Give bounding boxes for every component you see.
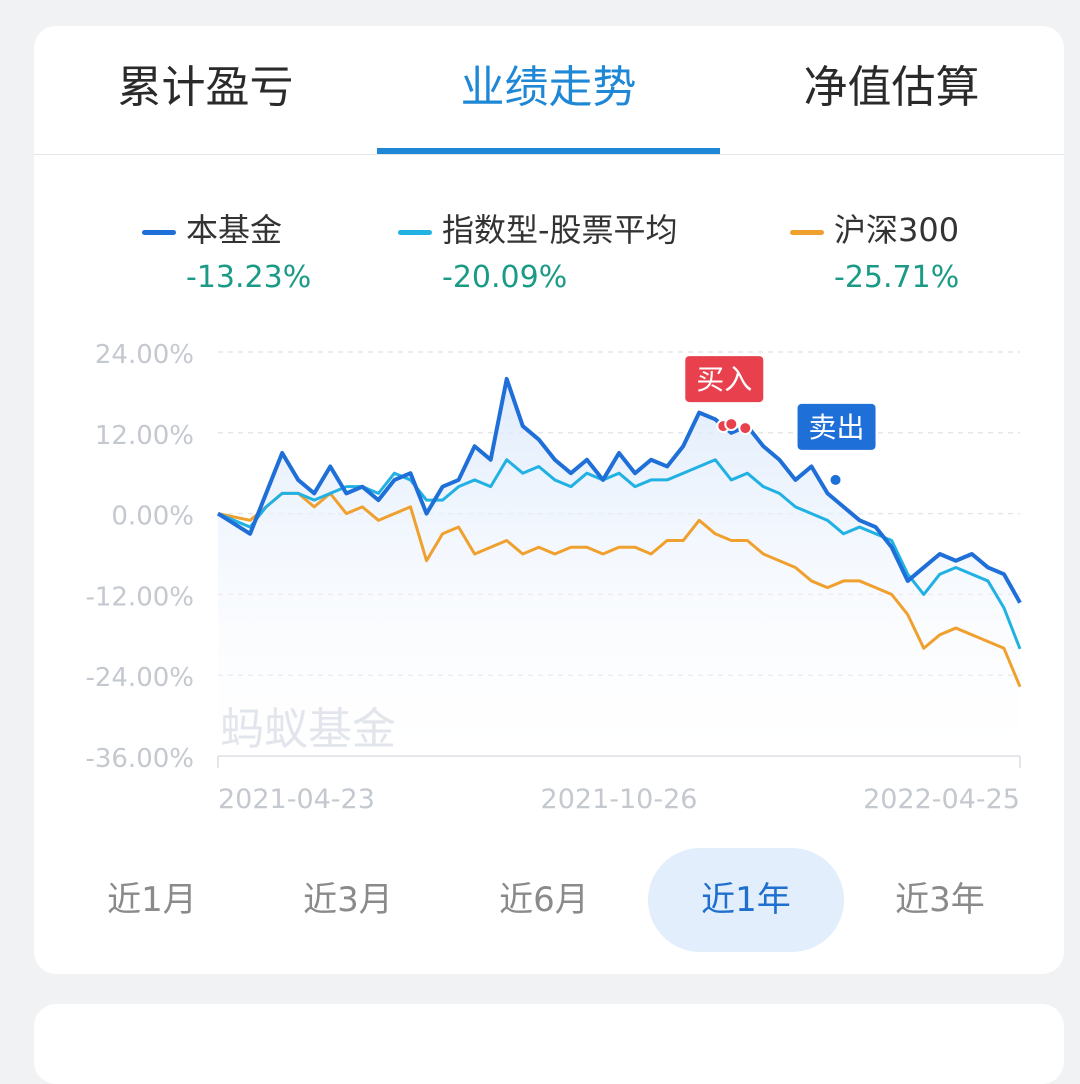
x-tick-label: 2021-10-26 — [541, 784, 698, 815]
legend-name: 指数型-股票平均 — [442, 211, 678, 249]
legend-line-icon — [398, 230, 432, 235]
x-tick-label: 2022-04-25 — [863, 784, 1020, 815]
range-3-months[interactable]: 近3月 — [303, 880, 393, 920]
legend-value: -20.09% — [442, 260, 568, 295]
buy-point — [724, 417, 739, 432]
next-card — [34, 1004, 1064, 1084]
legend-line-icon — [142, 230, 176, 235]
range-3-years[interactable]: 近3年 — [895, 880, 985, 920]
y-tick-label: 0.00% — [111, 502, 194, 532]
series-line-2 — [217, 491, 1022, 688]
range-1-year[interactable]: 近1年 — [648, 848, 844, 952]
y-tick-label: 24.00% — [95, 340, 194, 370]
tab-bar: 累计盈亏 业绩走势 净值估算 — [34, 26, 1064, 155]
sell-point — [828, 472, 843, 487]
fund-area-fill — [218, 378, 1020, 756]
range-1-month[interactable]: 近1月 — [107, 880, 197, 920]
active-tab-indicator — [377, 148, 720, 154]
buy-point — [738, 421, 753, 436]
buy-badge-label: 买入 — [696, 363, 752, 396]
tab-cumulative-pnl[interactable]: 累计盈亏 — [117, 62, 294, 113]
x-tick-label: 2021-04-23 — [218, 784, 375, 815]
y-tick-label: 12.00% — [95, 421, 194, 451]
sell-badge — [797, 403, 876, 450]
watermark-text: 蚂蚁基金 — [220, 704, 396, 755]
y-tick-label: -24.00% — [85, 663, 194, 693]
legend-name: 沪深300 — [834, 211, 960, 249]
legend-line-icon — [790, 230, 824, 235]
performance-card: 累计盈亏 业绩走势 净值估算 本基金 -13.23% 指数型-股票平均 -20.… — [34, 26, 1064, 974]
y-tick-label: -12.00% — [85, 582, 194, 612]
tab-nav-estimate[interactable]: 净值估算 — [803, 62, 980, 113]
tab-performance-trend[interactable]: 业绩走势 — [460, 62, 637, 113]
series-line-0 — [216, 376, 1022, 604]
sell-badge-label: 卖出 — [809, 411, 865, 444]
legend-value: -13.23% — [186, 260, 312, 295]
y-tick-label: -36.00% — [85, 744, 194, 774]
buy-badge — [685, 356, 764, 403]
legend-value: -25.71% — [834, 260, 960, 295]
legend-name: 本基金 — [186, 211, 283, 249]
range-6-months[interactable]: 近6月 — [499, 880, 589, 920]
